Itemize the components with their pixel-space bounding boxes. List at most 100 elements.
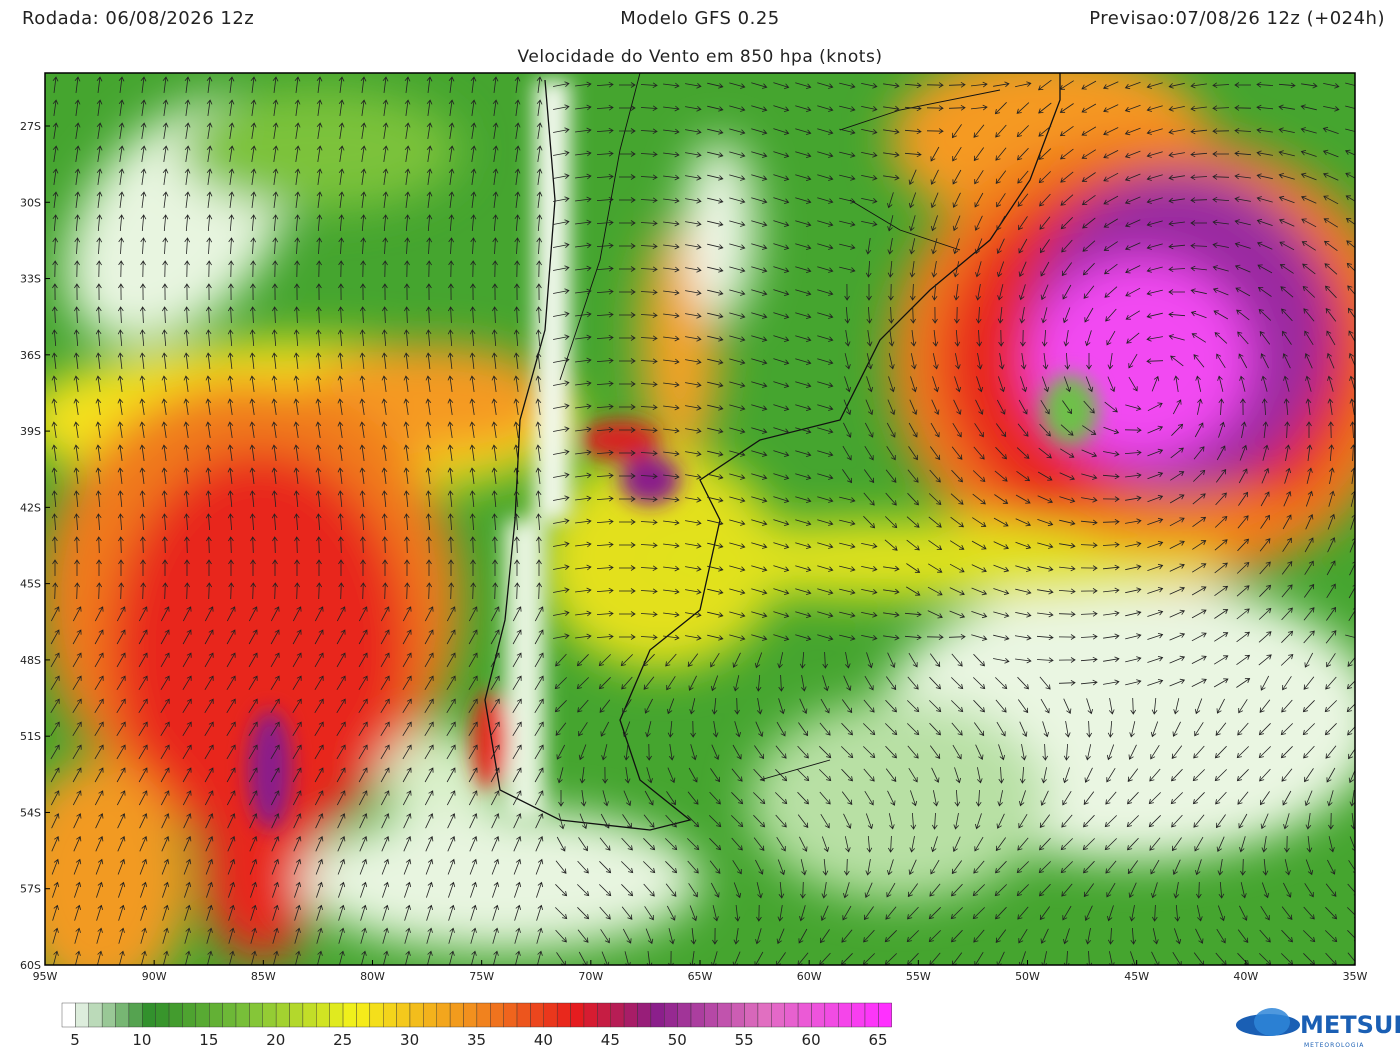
wind-arrow (1348, 352, 1355, 367)
wind-arrow (404, 881, 412, 898)
wind-arrow (619, 174, 636, 180)
wind-arrow (707, 197, 724, 204)
wind-arrow (1346, 680, 1355, 690)
border-lines (559, 73, 1001, 781)
wind-arrow (642, 653, 655, 667)
wind-arrow (904, 128, 922, 135)
wind-arrow (184, 536, 190, 554)
wind-arrow (292, 698, 302, 714)
wind-arrow (1107, 905, 1114, 922)
wind-arrow (139, 306, 146, 324)
wind-arrow (448, 99, 455, 116)
wind-arrow (426, 927, 433, 944)
colorbar-swatch (583, 1002, 598, 1028)
wind-arrow (270, 698, 280, 714)
wind-arrow (117, 398, 124, 415)
colorbar-swatch (316, 1002, 330, 1028)
wind-arrow (315, 858, 324, 875)
wind-arrow (294, 536, 300, 554)
wind-arrow (512, 698, 522, 714)
wind-arrow (249, 858, 258, 875)
wind-arrow (293, 329, 300, 347)
wind-arrow (1059, 496, 1076, 503)
wind-arrow (773, 82, 790, 89)
wind-arrow (1214, 609, 1229, 619)
wind-arrow (228, 881, 236, 898)
wind-arrow (575, 518, 592, 525)
wind-arrow (886, 882, 896, 898)
wind-arrow (250, 99, 257, 116)
wind-arrow (1062, 284, 1072, 300)
wind-arrow (161, 490, 168, 508)
wind-arrow (1259, 330, 1271, 345)
wind-arrow (118, 881, 126, 898)
wind-arrow (381, 375, 388, 392)
wind-arrow (425, 467, 432, 484)
wind-arrow (294, 122, 301, 139)
wind-arrow (382, 99, 389, 116)
wind-arrow (184, 122, 191, 139)
wind-arrow (1283, 398, 1290, 416)
wind-arrow (688, 883, 698, 898)
wind-arrow (948, 81, 966, 88)
wind-arrow (140, 99, 147, 116)
wind-arrow (1125, 219, 1141, 228)
wind-arrow (729, 82, 746, 89)
wind-arrow (619, 82, 636, 88)
wind-arrow (536, 122, 543, 139)
wind-arrow (822, 858, 829, 876)
wind-arrow (96, 191, 103, 208)
wind-arrow (1237, 515, 1249, 529)
wind-arrow (1304, 330, 1314, 346)
wind-arrow (883, 634, 900, 641)
colorbar-swatch (476, 1002, 491, 1028)
wind-arrow (382, 145, 389, 162)
wind-arrow (751, 496, 768, 503)
wind-arrow (425, 421, 432, 438)
wind-arrow (272, 168, 279, 185)
wind-arrow (228, 76, 235, 93)
wind-arrow (1278, 150, 1295, 157)
wind-arrow (839, 82, 856, 89)
wind-arrow (1236, 585, 1250, 597)
wind-arrow (1059, 542, 1076, 549)
wind-arrow (470, 122, 477, 139)
wind-arrow (1020, 376, 1028, 393)
wind-arrow (1130, 697, 1137, 715)
wind-arrow (1126, 332, 1140, 344)
wind-arrow (184, 214, 191, 232)
wind-arrow (95, 375, 102, 392)
wind-arrow (644, 906, 654, 921)
wind-arrow (492, 145, 499, 162)
wind-arrow (619, 289, 636, 295)
wind-arrow (1149, 768, 1161, 782)
wind-arrow (751, 105, 768, 112)
wind-arrow (795, 519, 812, 526)
wind-arrow (1194, 836, 1204, 852)
wind-arrow (94, 767, 104, 783)
wind-arrow (424, 790, 434, 806)
colorbar-swatch (637, 1002, 652, 1028)
wind-arrow (1105, 791, 1117, 805)
wind-arrow (50, 767, 60, 783)
wind-arrow (1327, 790, 1334, 807)
wind-arrow (380, 744, 390, 760)
colorbar-swatch (543, 1002, 558, 1028)
wind-arrow (839, 588, 856, 595)
wind-arrow (72, 606, 82, 622)
wind-arrow (888, 306, 895, 324)
wind-arrow (96, 237, 103, 255)
wind-arrow (1128, 744, 1137, 760)
wind-arrow (1150, 859, 1160, 875)
wind-arrow (663, 243, 680, 250)
colorbar-swatch (838, 1002, 852, 1028)
wind-arrow (1063, 376, 1072, 393)
wind-arrow (1300, 150, 1317, 157)
wind-arrow (841, 768, 854, 782)
wind-arrow (797, 814, 809, 829)
wind-arrow (1038, 861, 1051, 874)
wind-arrow (1234, 219, 1251, 226)
wind-arrow (50, 652, 60, 668)
wind-arrow (776, 836, 786, 852)
wind-arrow (817, 105, 834, 112)
